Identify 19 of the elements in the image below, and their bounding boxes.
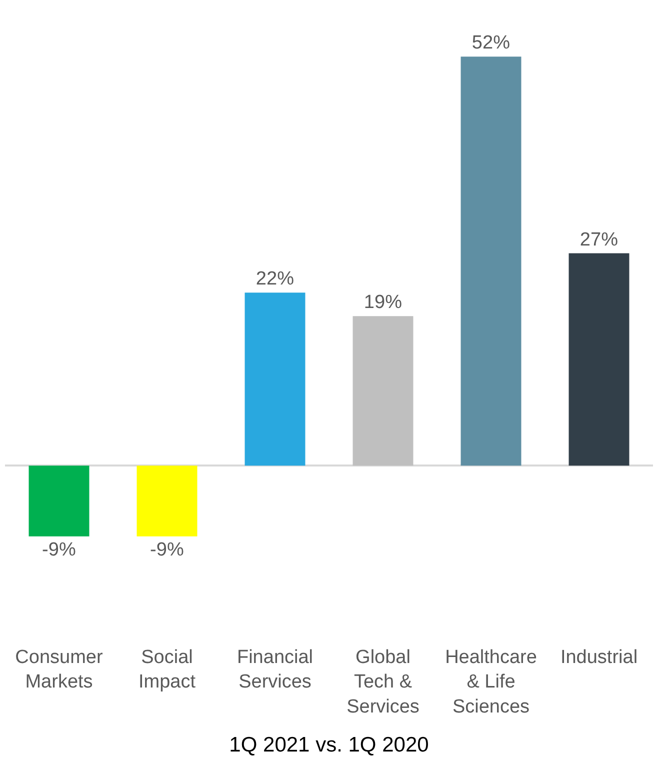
data-label: 22%	[256, 268, 294, 290]
bar	[352, 316, 414, 466]
x-tick-label: Social Impact	[138, 647, 196, 693]
bar	[136, 466, 198, 536]
data-label: -9%	[150, 539, 184, 560]
x-axis-title: 1Q 2021 vs. 1Q 2020	[229, 734, 429, 757]
bar	[460, 56, 522, 466]
x-tick-label: Industrial	[560, 647, 638, 668]
x-tick-label: Healthcare & Life Sciences	[445, 647, 537, 718]
bar	[244, 292, 306, 466]
bar	[28, 466, 90, 536]
data-label: 27%	[580, 229, 618, 250]
data-label: -9%	[42, 539, 76, 560]
data-label: 52%	[472, 32, 510, 54]
x-tick-label: Financial Services	[236, 647, 314, 693]
data-label: 19%	[364, 292, 402, 314]
bar	[568, 253, 630, 466]
x-tick-label: Global Tech & Services	[346, 647, 420, 718]
x-tick-label: Consumer Markets	[15, 647, 104, 693]
